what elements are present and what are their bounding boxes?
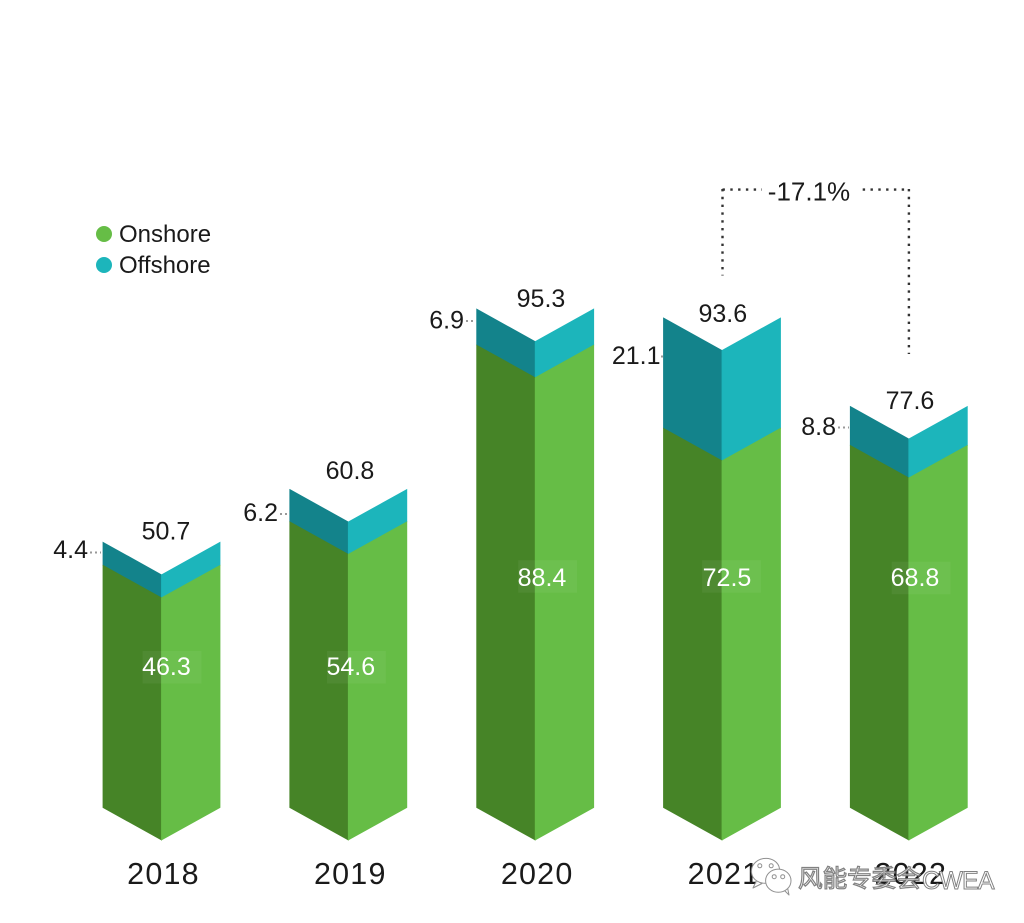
svg-text:Offshore: Offshore (119, 252, 211, 279)
svg-text:72.5: 72.5 (703, 564, 752, 592)
svg-text:Onshore: Onshore (119, 221, 211, 248)
svg-text:2021: 2021 (688, 857, 761, 891)
svg-text:60.8: 60.8 (326, 457, 375, 485)
svg-text:-17.1%: -17.1% (768, 177, 850, 207)
svg-text:50.7: 50.7 (142, 518, 191, 546)
svg-text:2020: 2020 (501, 857, 574, 891)
svg-text:95.3: 95.3 (517, 285, 566, 313)
svg-text:77.6: 77.6 (886, 387, 935, 415)
svg-text:93.6: 93.6 (698, 300, 747, 328)
svg-text:2018: 2018 (127, 857, 200, 891)
svg-text:8.8: 8.8 (801, 413, 836, 441)
svg-text:88.4: 88.4 (518, 564, 567, 592)
svg-text:4.4: 4.4 (53, 536, 88, 564)
svg-text:6.2: 6.2 (243, 499, 278, 527)
svg-text:68.8: 68.8 (891, 564, 940, 592)
svg-text:54.6: 54.6 (326, 653, 375, 681)
svg-text:CWEA: CWEA (922, 867, 995, 895)
svg-text:46.3: 46.3 (142, 653, 191, 681)
svg-text:2019: 2019 (314, 857, 387, 891)
svg-text:6.9: 6.9 (429, 307, 464, 335)
svg-text:21.1: 21.1 (612, 342, 661, 370)
